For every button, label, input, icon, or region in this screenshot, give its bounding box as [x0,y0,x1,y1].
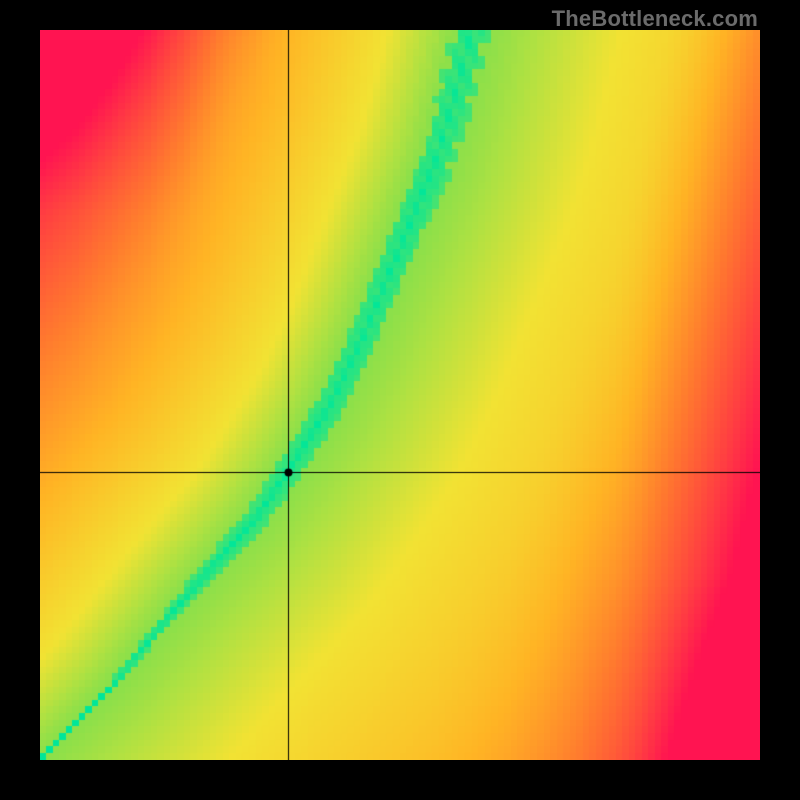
watermark-text: TheBottleneck.com [552,6,758,32]
heatmap-canvas [40,30,760,760]
chart-container: TheBottleneck.com [0,0,800,800]
plot-area [40,30,760,760]
